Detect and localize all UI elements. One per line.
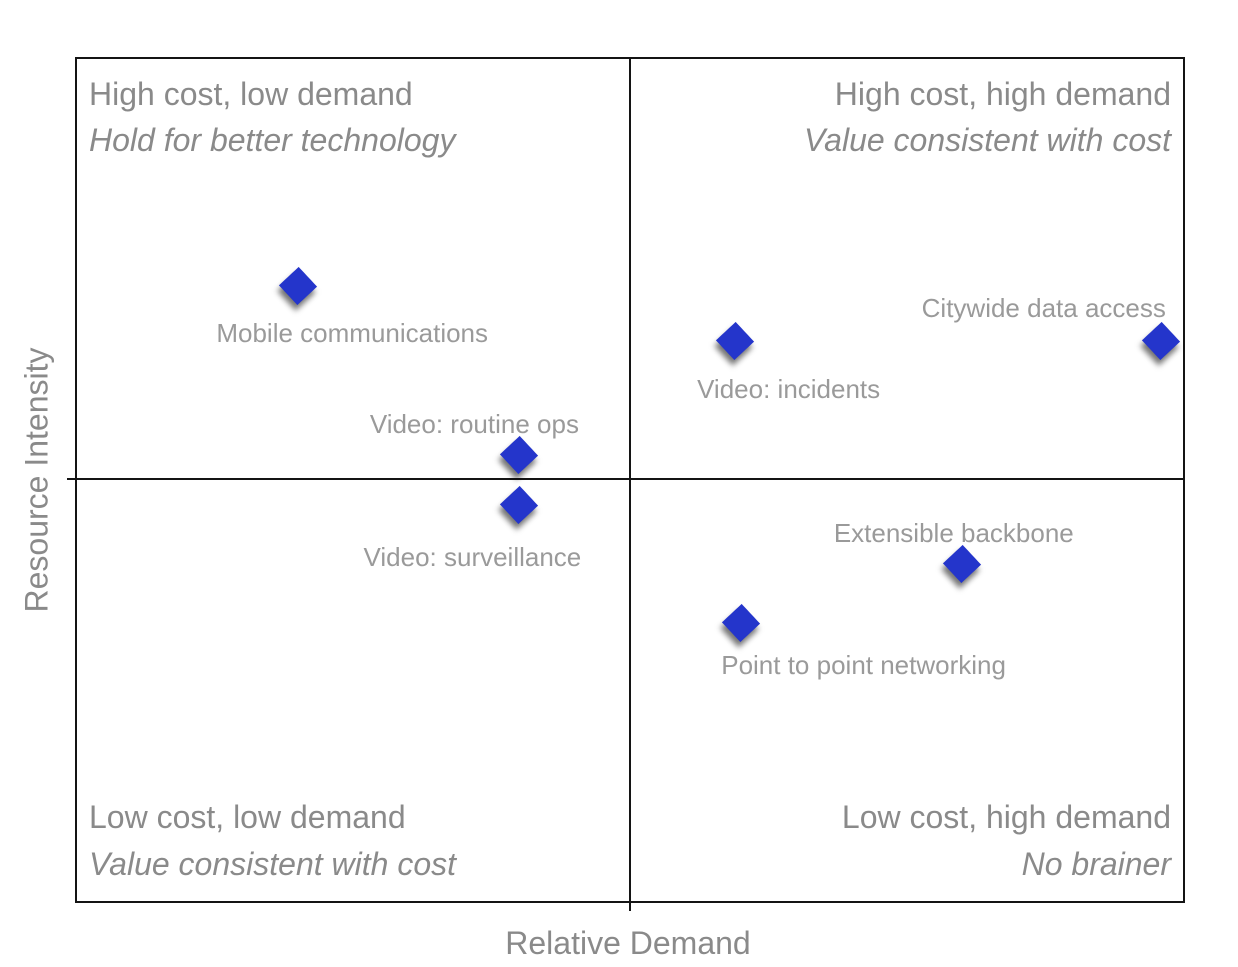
- quadrant-title: Low cost, low demand: [89, 799, 406, 836]
- horizontal-midline: [67, 478, 1183, 480]
- data-point-label: Extensible backbone: [833, 518, 1074, 549]
- quadrant-title: High cost, low demand: [89, 76, 413, 112]
- data-point-marker: [500, 435, 539, 474]
- quadrant-subtitle: Value consistent with cost: [804, 122, 1171, 159]
- data-point-marker: [500, 486, 539, 525]
- quadrant-label-bottom-left: Low cost, low demand Value consistent wi…: [89, 794, 456, 887]
- data-point-label: Video: routine ops: [369, 408, 579, 439]
- y-axis-label: Resource Intensity: [18, 347, 55, 613]
- quadrant-title: Low cost, high demand: [841, 799, 1171, 836]
- data-point-marker: [279, 267, 318, 306]
- data-point-label: Video: incidents: [697, 374, 881, 405]
- data-point-label: Point to point networking: [721, 650, 1006, 681]
- x-axis-label: Relative Demand: [505, 925, 751, 961]
- quadrant-label-top-right: High cost, high demand Value consistent …: [804, 71, 1171, 164]
- quadrant-subtitle: No brainer: [1021, 845, 1171, 882]
- quadrant-label-bottom-right: Low cost, high demand No brainer: [842, 794, 1171, 887]
- data-point-marker: [1141, 321, 1180, 361]
- data-point-label: Citywide data access: [921, 293, 1166, 324]
- data-point-label: Video: surveillance: [363, 542, 582, 573]
- plot-area: High cost, low demand Hold for better te…: [67, 57, 1185, 911]
- data-point-marker: [721, 604, 760, 643]
- quadrant-label-top-left: High cost, low demand Hold for better te…: [89, 71, 455, 164]
- quadrant-subtitle: Value consistent with cost: [89, 845, 456, 882]
- data-point-marker: [715, 321, 755, 361]
- vertical-midline: [629, 59, 631, 911]
- data-points-layer: Mobile communications Video: routine ops V…: [77, 59, 1183, 901]
- data-point-label: Mobile communications: [216, 318, 489, 349]
- quadrant-title: High cost, high demand: [834, 76, 1171, 112]
- quadrant-subtitle: Hold for better technology: [89, 122, 456, 159]
- data-point-marker: [942, 545, 981, 584]
